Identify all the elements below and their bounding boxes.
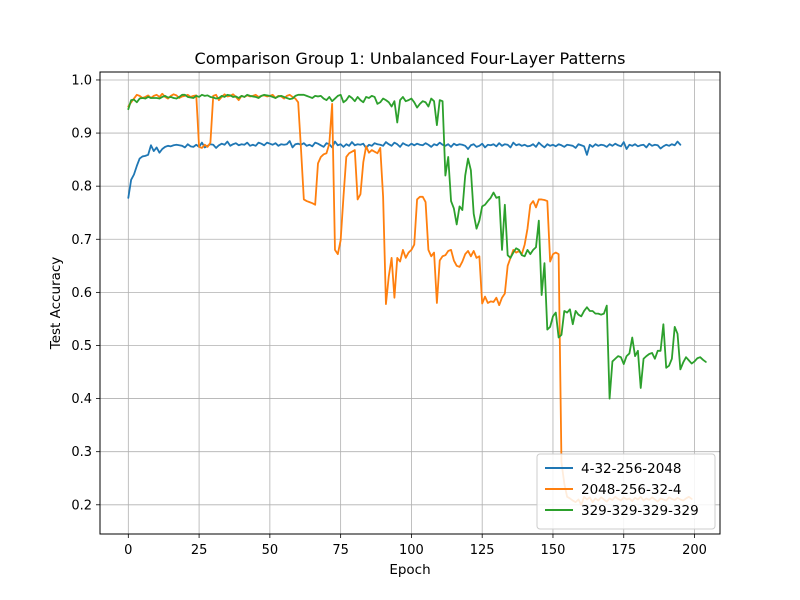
x-tick-label: 50 — [262, 543, 279, 558]
x-tick-label: 25 — [191, 543, 208, 558]
y-axis-label: Test Accuracy — [48, 257, 64, 351]
x-tick-label: 125 — [470, 543, 495, 558]
series-line-1 — [127, 140, 682, 199]
y-tick-label: 0.4 — [71, 392, 92, 407]
legend-box — [536, 453, 716, 530]
series-line-3 — [127, 93, 707, 400]
y-tick-label: 0.3 — [71, 445, 92, 460]
x-tick-label: 200 — [682, 543, 707, 558]
x-tick-label: 150 — [541, 543, 566, 558]
x-tick-label: 0 — [124, 543, 132, 558]
y-tick-label: 0.2 — [71, 498, 92, 513]
plot-frame — [99, 71, 721, 535]
legend-label: 329-329-329-329 — [581, 503, 699, 519]
chart-title: Comparison Group 1: Unbalanced Four-Laye… — [195, 49, 626, 68]
legend: 4-32-256-2048 2048-256-32-4 329-329-329-32… — [536, 453, 716, 530]
legend-label: 4-32-256-2048 — [581, 461, 682, 477]
legend-label: 2048-256-32-4 — [581, 482, 682, 498]
y-tick-label: 0.7 — [71, 233, 92, 248]
y-tick-label: 1.0 — [71, 73, 92, 88]
x-tick-label: 175 — [611, 543, 636, 558]
y-tick-label: 0.8 — [71, 180, 92, 195]
y-tick-label: 0.5 — [71, 339, 92, 354]
y-tick-label: 0.9 — [71, 127, 92, 142]
x-axis-label: Epoch — [389, 562, 430, 578]
y-axis-ticks: 0.2 0.3 0.4 0.5 0.6 0.7 0.8 0.9 1.0 — [71, 73, 100, 513]
x-tick-label: 75 — [332, 543, 349, 558]
x-tick-label: 100 — [399, 543, 424, 558]
y-tick-label: 0.6 — [71, 286, 92, 301]
x-axis-ticks: 0 25 50 75 100 125 150 175 200 — [124, 534, 707, 558]
